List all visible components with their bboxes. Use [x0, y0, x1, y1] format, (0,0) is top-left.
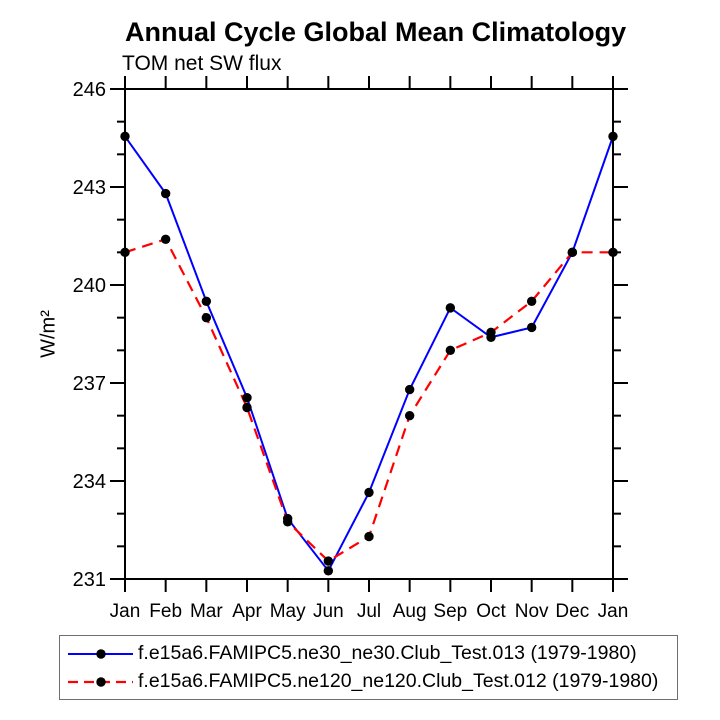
data-point-marker: [526, 322, 537, 333]
y-tick-label: 246: [73, 79, 106, 101]
data-point-marker: [323, 566, 334, 576]
data-point-marker: [242, 393, 252, 403]
x-tick-label: Aug: [393, 601, 427, 622]
data-point-marker: [486, 327, 496, 338]
data-point-marker: [201, 312, 212, 323]
data-point-marker: [445, 345, 456, 356]
data-point-marker: [242, 402, 252, 413]
x-tick-label: Feb: [149, 601, 182, 622]
legend-label: f.e15a6.FAMIPC5.ne120_ne120.Club_Test.01…: [138, 670, 659, 692]
x-tick-label: Jun: [313, 601, 344, 622]
x-tick-label: Sep: [433, 601, 467, 622]
chart-subtitle: TOM net SW flux: [122, 52, 282, 75]
data-point-marker: [608, 247, 618, 258]
data-point-marker: [526, 296, 537, 307]
x-tick-label: Jul: [357, 601, 381, 622]
data-point-marker: [608, 131, 618, 142]
data-point-marker: [160, 234, 171, 244]
data-point-marker: [282, 517, 293, 527]
chart-title: Annual Cycle Global Mean Climatology: [125, 17, 627, 47]
data-point-marker: [160, 188, 171, 199]
data-point-marker: [445, 303, 456, 313]
data-point-marker: [404, 384, 415, 395]
data-point-marker: [120, 131, 130, 142]
x-tick-label: Mar: [190, 601, 223, 622]
data-point-marker: [404, 410, 415, 421]
x-tick-label: Dec: [555, 601, 589, 622]
legend: f.e15a6.FAMIPC5.ne30_ne30.Club_Test.013 …: [59, 635, 678, 700]
data-point-marker: [323, 556, 334, 566]
y-tick-label: 231: [73, 569, 106, 591]
data-point-marker: [201, 296, 212, 307]
legend-label: f.e15a6.FAMIPC5.ne30_ne30.Club_Test.013 …: [138, 642, 637, 664]
data-point-marker: [120, 247, 130, 258]
x-tick-label: Oct: [476, 601, 506, 622]
x-tick-label: Apr: [232, 601, 262, 622]
y-tick-label: 237: [73, 373, 106, 395]
x-tick-label: Jan: [110, 601, 141, 622]
legend-row: f.e15a6.FAMIPC5.ne30_ne30.Club_Test.013 …: [65, 640, 677, 668]
plot-area: 231 234 237 240 243 246 Jan Feb Mar Apr May Jun Jul A…: [73, 76, 629, 622]
x-tick-label: Jan: [598, 601, 629, 622]
x-tick-label: Nov: [515, 601, 549, 622]
x-tick-label: May: [270, 601, 306, 622]
series-line: [124, 135, 614, 573]
legend-row: f.e15a6.FAMIPC5.ne120_ne120.Club_Test.01…: [65, 668, 677, 696]
data-point-marker: [364, 487, 374, 498]
y-tick-label: 243: [73, 177, 106, 199]
series-line: [124, 237, 613, 563]
data-point-marker: [364, 531, 374, 542]
y-tick-label: 240: [73, 275, 106, 297]
legend-line-solid-icon: [68, 648, 133, 659]
legend-line-dashed-icon: [68, 676, 133, 687]
data-point-marker: [567, 247, 578, 258]
y-tick-label: 234: [73, 471, 106, 493]
